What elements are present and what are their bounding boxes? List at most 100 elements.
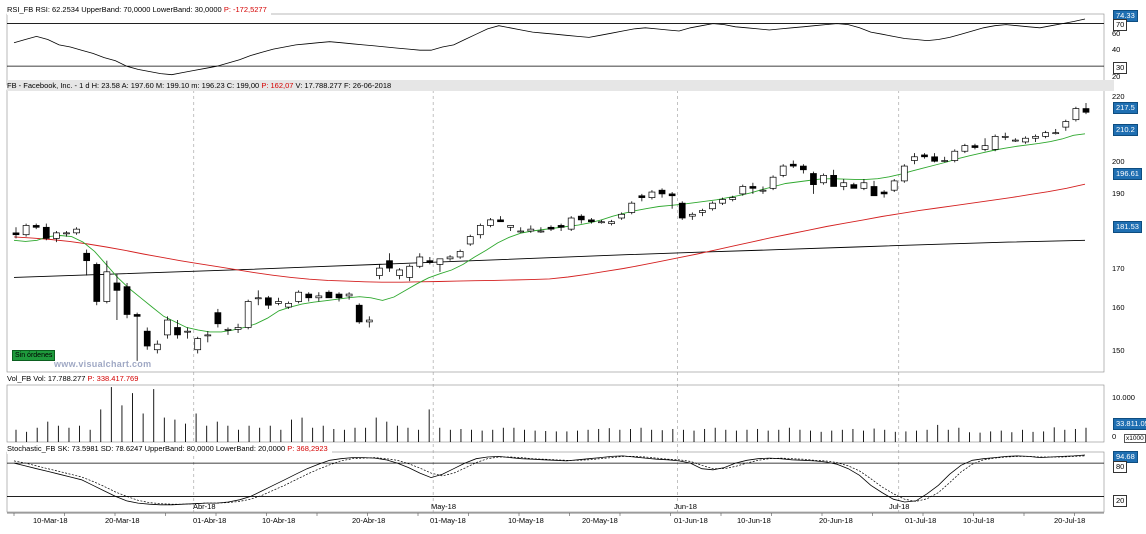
candle-body [133,314,141,317]
candle-body [759,189,767,192]
candle-body [789,163,797,167]
candle-body [184,330,191,333]
candle-body [991,136,999,150]
candle-body [1082,108,1090,113]
ma-mid-tag: 196.61 [1113,168,1142,180]
order-status-badge[interactable]: Sin órdenes [12,350,56,361]
x-tick-label: 01-Abr-18 [193,516,227,525]
ma-fast-line [13,133,1086,333]
volume-tick: 0 [1112,432,1117,441]
candle-body [547,226,555,230]
candle-body [870,186,878,197]
candle-body [1062,121,1070,128]
candle-body [668,193,676,197]
candle-body [577,215,585,221]
candle-body [850,184,858,189]
candle-body [103,271,111,302]
candle-body [678,202,686,219]
candle-body [840,182,848,187]
candle-body [174,327,181,336]
candle-body [588,219,595,223]
candle-body [143,330,151,347]
stoch-sd-line [13,455,1086,505]
candle-body [608,221,615,224]
candle-body [214,312,222,325]
candle-body [406,265,414,278]
candle-body [123,286,131,315]
ma-slow-line [13,239,1086,278]
candle-body [779,165,787,176]
candle-body [295,291,302,302]
stoch-lower-tag: 20 [1113,495,1128,507]
candle-body [749,186,757,189]
visualchart-watermark: www.visualchart.com [54,359,152,369]
candle-body [164,319,171,336]
x-tick-label: 10-May-18 [508,516,544,525]
candle-body [860,182,868,189]
price-tick: 190 [1112,189,1125,198]
price-tick: 150 [1112,346,1125,355]
price-tick: 170 [1112,264,1125,273]
candle-body [396,269,403,276]
candle-body [42,226,50,239]
x-tick-label: 20-May-18 [582,516,618,525]
x-tick-label: 01-Jun-18 [674,516,708,525]
month-marker: Abr-18 [193,502,216,511]
x-tick-label: 20-Abr-18 [352,516,386,525]
candle-body [557,225,565,228]
candle-body [507,225,514,228]
candle-body [739,186,747,195]
candle-body [648,191,656,198]
x-tick-label: 20-Jul-18 [1054,516,1086,525]
candle-body [325,291,333,299]
candle-body [971,145,979,148]
candle-body [153,343,161,351]
candle-body [113,282,121,291]
candle-body [567,217,575,230]
candle-body [12,232,20,236]
candle-body [941,160,949,162]
stoch-upper-tag: 80 [1113,461,1128,473]
candle-body [22,225,30,236]
candle-body [224,328,232,331]
candle-body [376,267,383,276]
candle-body [800,165,807,171]
candle-body [961,145,969,152]
candle-body [426,260,434,263]
candle-body [83,252,91,262]
candle-body [32,225,40,228]
panel-frame [6,384,1105,443]
rsi-lower-tag: 30 [1113,62,1128,74]
x-tick-label: 20-Mar-18 [105,516,140,525]
x-tick-label: 01-May-18 [430,516,466,525]
candle-body [305,293,313,299]
candle-body [890,180,898,191]
candle-body [497,219,504,223]
ma-slow-tag: 181.53 [1113,221,1142,233]
ma-fast-tag: 210.2 [1113,124,1138,136]
rsi-header: RSI_FB RSI: 62.2534 UpperBand: 70,0000 L… [7,4,271,15]
candle-body [355,304,363,323]
candle-body [1011,139,1019,142]
candle-body [456,251,464,258]
panel-frame [6,451,1105,513]
candle-body [931,156,938,162]
x-tick-label: 01-Jul-18 [905,516,937,525]
x-tick-label: 10-Jul-18 [963,516,995,525]
volume-header: Vol_FB Vol: 17.788.277 P: 338.417.769 [7,373,143,384]
candle-body [769,176,777,189]
candle-body [810,173,817,185]
candle-body [466,236,474,245]
rsi-tick: 40 [1112,45,1121,54]
volume-tick: 10.000 [1112,393,1135,402]
price-tick: 200 [1112,157,1125,166]
price-last-tag: 217.5 [1113,102,1138,114]
candle-body [254,297,262,300]
candle-body [365,319,373,323]
rsi-tick: 20 [1112,72,1121,81]
candle-body [234,327,242,330]
candle-body [345,293,353,297]
candle-body [880,191,888,195]
